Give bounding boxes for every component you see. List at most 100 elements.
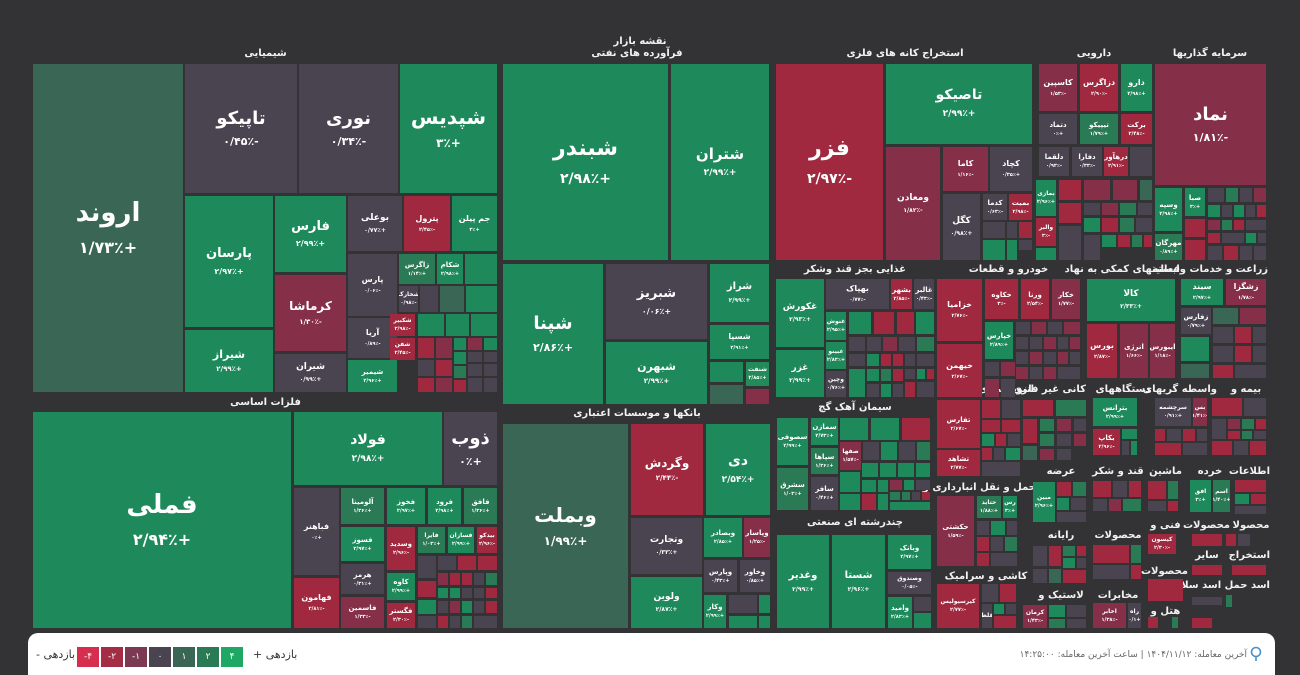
stock-tile[interactable]: شستا +۲/۹۶٪ (832, 535, 885, 628)
stock-tile[interactable]: وامید +۲/۸۳٪ (888, 597, 912, 628)
stock-tile[interactable]: غزر +۲/۹۹٪ (776, 350, 824, 397)
stock-tile-unlabeled[interactable] (1040, 419, 1054, 431)
stock-tile[interactable]: خزامیا -۲/۷۶٪ (937, 279, 982, 341)
stock-tile-unlabeled[interactable] (484, 338, 497, 350)
stock-tile[interactable]: ولوین +۲/۸۷٪ (631, 577, 702, 628)
stock-tile[interactable]: شتران +۲/۹۹٪ (671, 64, 769, 260)
stock-tile-unlabeled[interactable] (1213, 365, 1233, 378)
stock-tile[interactable]: نماد -۱/۸۱٪ (1155, 64, 1266, 185)
stock-tile-unlabeled[interactable] (418, 600, 436, 614)
stock-tile-unlabeled[interactable] (1016, 322, 1030, 334)
stock-tile-unlabeled[interactable] (1240, 246, 1252, 260)
stock-tile-unlabeled[interactable] (1213, 346, 1233, 362)
stock-tile-unlabeled[interactable] (1057, 449, 1071, 460)
stock-tile-unlabeled[interactable] (1122, 429, 1137, 439)
stock-tile-unlabeled[interactable] (1109, 499, 1121, 511)
stock-tile[interactable]: شبهرن +۲/۹۹٪ (606, 342, 707, 404)
stock-tile-unlabeled[interactable] (1254, 431, 1266, 439)
stock-tile-unlabeled[interactable] (983, 222, 1005, 238)
stock-tile-unlabeled[interactable] (474, 601, 484, 613)
stock-tile-unlabeled[interactable] (1168, 501, 1178, 511)
stock-tile-unlabeled[interactable] (1234, 220, 1244, 230)
stock-tile[interactable]: دلقما -۰/۹۳٪ (1039, 147, 1069, 176)
stock-tile-unlabeled[interactable] (710, 362, 743, 382)
stock-tile-unlabeled[interactable] (1155, 443, 1181, 455)
stock-tile-unlabeled[interactable] (1212, 419, 1226, 439)
stock-tile[interactable]: اسم +۱/۴۰٪ (1213, 480, 1230, 512)
stock-tile-unlabeled[interactable] (1016, 367, 1028, 379)
stock-tile-unlabeled[interactable] (914, 597, 931, 611)
stock-tile-unlabeled[interactable] (454, 380, 466, 392)
stock-tile-unlabeled[interactable] (1120, 218, 1134, 232)
stock-tile-unlabeled[interactable] (1048, 322, 1062, 334)
stock-tile[interactable]: شراز +۲/۹۹٪ (710, 264, 769, 322)
stock-tile[interactable]: سیند +۲/۹۷٪ (1181, 279, 1223, 305)
stock-tile-unlabeled[interactable] (454, 366, 466, 378)
stock-tile[interactable]: فولاد +۲/۹۸٪ (294, 412, 442, 485)
stock-tile[interactable]: تیپیکو +۱/۷۹٪ (1080, 114, 1118, 144)
stock-tile[interactable]: آریا -۰/۸۹٪ (348, 318, 397, 358)
stock-tile-unlabeled[interactable] (849, 354, 865, 366)
stock-tile-unlabeled[interactable] (1212, 441, 1232, 455)
stock-tile-unlabeled[interactable] (916, 463, 930, 477)
stock-tile-unlabeled[interactable] (462, 573, 472, 585)
stock-tile[interactable]: تاصیکو +۲/۹۹٪ (886, 64, 1032, 144)
stock-tile-unlabeled[interactable] (1251, 494, 1266, 504)
stock-tile[interactable]: تشاهد -۲/۷۷٪ (937, 450, 980, 476)
stock-tile-unlabeled[interactable] (867, 354, 879, 366)
stock-tile[interactable]: بکاپ -۲/۹۶٪ (1093, 429, 1120, 455)
stock-tile-unlabeled[interactable] (916, 312, 934, 334)
stock-tile[interactable]: حتاید +۱/۸۸٪ (977, 496, 1001, 518)
stock-tile-unlabeled[interactable] (982, 448, 992, 460)
stock-tile-unlabeled[interactable] (890, 502, 930, 510)
stock-tile[interactable]: غکورش +۲/۹۳٪ (776, 279, 824, 347)
stock-tile[interactable]: والبر -۳٪ (1036, 218, 1056, 246)
stock-tile-unlabeled[interactable] (1254, 246, 1266, 260)
stock-tile-unlabeled[interactable] (1224, 246, 1238, 260)
stock-tile[interactable]: خیهمن -۲/۶۷٪ (937, 344, 982, 397)
stock-tile-unlabeled[interactable] (1023, 400, 1053, 416)
stock-tile[interactable]: دارو +۲/۹۸٪ (1121, 64, 1152, 111)
stock-tile-unlabeled[interactable] (1168, 481, 1178, 499)
stock-tile[interactable]: زشگزا -۱/۷۸٪ (1226, 279, 1266, 305)
stock-tile[interactable]: پترول -۲/۴۵٪ (404, 196, 450, 251)
stock-tile-unlabeled[interactable] (862, 494, 876, 510)
stock-tile[interactable]: سصوفی +۲/۹۹٪ (777, 418, 808, 465)
stock-tile-unlabeled[interactable] (1030, 367, 1042, 379)
stock-tile-unlabeled[interactable] (1049, 546, 1061, 566)
stock-tile[interactable]: بشهر -۲/۸۵٪ (891, 279, 912, 309)
stock-tile-unlabeled[interactable] (454, 352, 466, 364)
stock-tile[interactable]: سرچشمه +۰/۹۱٪ (1155, 398, 1191, 426)
stock-tile-unlabeled[interactable] (484, 352, 497, 362)
stock-tile-unlabeled[interactable] (1030, 352, 1042, 364)
stock-tile-unlabeled[interactable] (1208, 188, 1224, 202)
stock-tile-unlabeled[interactable] (468, 364, 482, 376)
stock-tile-unlabeled[interactable] (1253, 346, 1266, 362)
stock-tile-unlabeled[interactable] (1235, 506, 1266, 514)
stock-tile-unlabeled[interactable] (1235, 480, 1266, 492)
stock-tile-unlabeled[interactable] (1059, 203, 1081, 223)
stock-tile-unlabeled[interactable] (985, 362, 999, 376)
stock-tile-unlabeled[interactable] (1208, 220, 1220, 230)
stock-tile-unlabeled[interactable] (862, 463, 878, 477)
stock-tile-unlabeled[interactable] (917, 382, 934, 397)
stock-tile[interactable]: وتجارت +۰/۳۳٪ (631, 518, 702, 574)
stock-tile-unlabeled[interactable] (1030, 337, 1042, 349)
stock-tile-unlabeled[interactable] (486, 601, 497, 613)
stock-tile-unlabeled[interactable] (484, 364, 497, 376)
stock-tile[interactable]: خکاوه -۳٪ (985, 279, 1018, 319)
stock-tile-unlabeled[interactable] (1250, 441, 1266, 455)
stock-tile-unlabeled[interactable] (1144, 235, 1152, 247)
stock-tile-unlabeled[interactable] (1118, 235, 1130, 247)
stock-tile-unlabeled[interactable] (1007, 222, 1017, 238)
stock-tile-unlabeled[interactable] (996, 434, 1006, 446)
stock-tile-unlabeled[interactable] (1155, 429, 1165, 441)
stock-tile[interactable]: کیسون -۲/۳۰٪ (1148, 534, 1176, 554)
stock-tile[interactable]: فارس +۲/۹۹٪ (275, 196, 346, 272)
stock-tile-unlabeled[interactable] (994, 604, 1004, 614)
stock-tile-unlabeled[interactable] (468, 352, 482, 362)
stock-tile-unlabeled[interactable] (1181, 337, 1209, 361)
stock-tile-unlabeled[interactable] (1084, 235, 1100, 260)
stock-tile[interactable]: کرماشا -۱/۳۰٪ (275, 275, 346, 351)
stock-tile[interactable]: جم پیلن +۳٪ (452, 196, 497, 251)
